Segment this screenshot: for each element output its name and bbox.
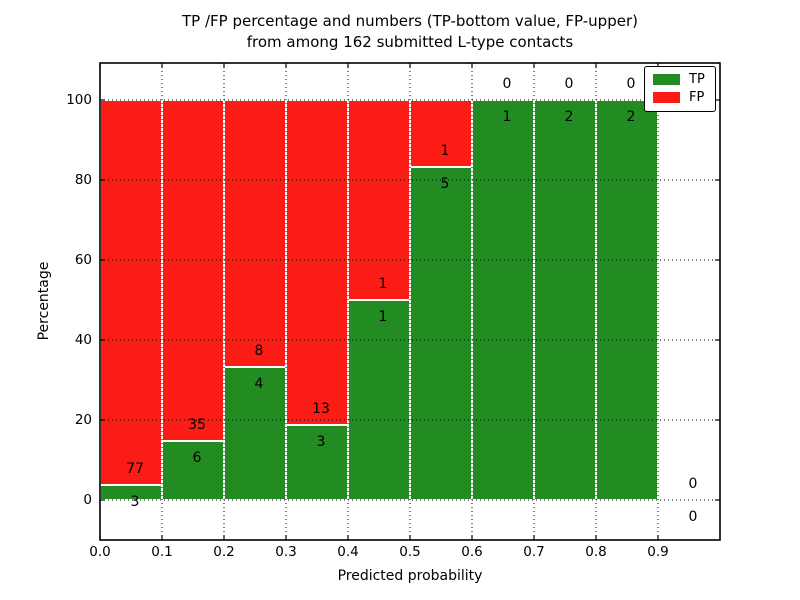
y-tick-label: 60: [74, 252, 92, 268]
fp-bar-segment: [224, 100, 286, 367]
fp-bar-segment: [286, 100, 348, 425]
legend-label-tp: TP: [689, 72, 705, 87]
legend-label-fp: FP: [689, 90, 705, 105]
tp-bar-segment: [534, 100, 596, 500]
plot-area: [100, 63, 720, 540]
tp-bar-segment: [410, 166, 472, 500]
y-tick-label: 40: [74, 332, 92, 348]
x-tick-label: 0.5: [399, 544, 421, 560]
x-tick-label: 0.7: [523, 544, 545, 560]
tp-swatch-icon: [653, 74, 680, 85]
tp-bar-segment: [100, 485, 162, 500]
tp-bar-segment: [162, 441, 224, 500]
legend-item-tp: TP: [653, 73, 705, 86]
legend-item-fp: FP: [653, 91, 705, 104]
tp-bar-segment: [224, 366, 286, 500]
tp-bar-segment: [286, 425, 348, 500]
tp-bar-segment: [472, 100, 534, 500]
y-tick-label: 100: [66, 92, 92, 108]
y-tick-label: 0: [83, 492, 92, 508]
x-tick-label: 0.3: [275, 544, 297, 560]
tp-bar-segment: [348, 300, 410, 500]
fp-swatch-icon: [653, 92, 680, 103]
x-tick-label: 0.1: [151, 544, 173, 560]
fp-bar-segment: [162, 100, 224, 442]
y-tick-label: 80: [74, 172, 92, 188]
fp-bar-segment: [100, 100, 162, 485]
fp-bar-segment: [348, 100, 410, 300]
x-tick-label: 0.0: [89, 544, 111, 560]
legend: TP FP: [644, 66, 716, 112]
y-axis-label: Percentage: [36, 261, 52, 341]
fp-bar-segment: [410, 100, 472, 167]
chart-title-line1: TP /FP percentage and numbers (TP-bottom…: [182, 12, 638, 30]
tp-bar-segment: [596, 100, 658, 500]
x-tick-label: 0.2: [213, 544, 235, 560]
x-tick-label: 0.9: [647, 544, 669, 560]
x-tick-label: 0.8: [585, 544, 607, 560]
x-tick-label: 0.6: [461, 544, 483, 560]
x-tick-label: 0.4: [337, 544, 359, 560]
chart-title-line2: from among 162 submitted L-type contacts: [246, 33, 574, 51]
y-tick-label: 20: [74, 412, 92, 428]
chart-title: TP /FP percentage and numbers (TP-bottom…: [100, 11, 720, 53]
x-axis-label: Predicted probability: [337, 568, 483, 584]
